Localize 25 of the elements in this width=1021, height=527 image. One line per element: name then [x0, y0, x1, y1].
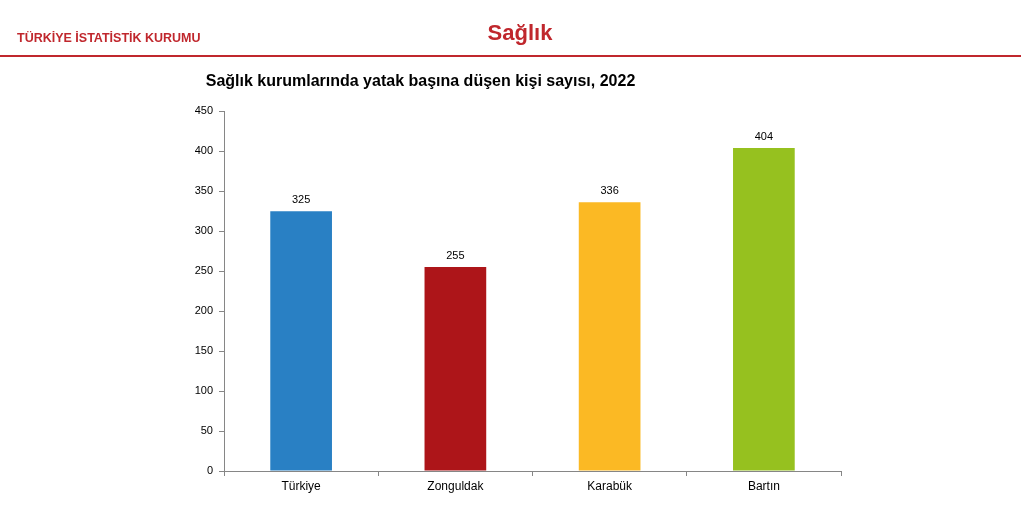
y-tick-label: 450	[194, 104, 213, 117]
text: TÜRKİYE İSTATİSTİK KURUMU	[17, 31, 201, 45]
y-tick-label: 100	[194, 384, 213, 397]
data-label: 255	[446, 248, 465, 261]
data-label: 404	[754, 129, 774, 142]
bar	[270, 211, 332, 471]
y-tick-label: 0	[206, 464, 213, 477]
bar	[424, 267, 487, 471]
bar	[578, 202, 641, 471]
y-tick-label: 250	[194, 264, 213, 277]
x-tick-label: Türkiye	[281, 478, 322, 493]
y-tick-label: 350	[194, 184, 213, 197]
text: Sağlık	[486, 20, 554, 46]
x-tick-label: Karabük	[587, 478, 633, 493]
bar	[733, 147, 795, 471]
y-tick-label: 50	[200, 424, 213, 437]
y-tick-label: 200	[194, 304, 213, 317]
chart-title: Sağlık kurumlarında yatak başına düşen kişi sayısı, 2022	[205, 72, 636, 90]
y-tick-label: 150	[194, 344, 213, 357]
data-label: 336	[600, 183, 619, 196]
x-tick-label: Bartın	[747, 478, 780, 493]
data-label: 325	[291, 192, 311, 205]
y-tick-label: 400	[194, 144, 213, 157]
y-tick-label: 300	[194, 224, 213, 237]
x-tick-label: Zonguldak	[427, 478, 485, 493]
